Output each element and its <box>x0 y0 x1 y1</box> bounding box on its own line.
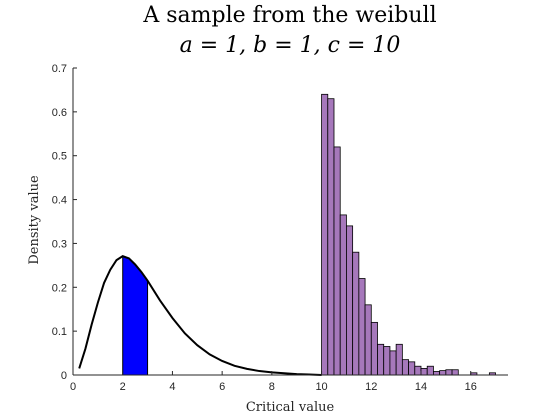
histogram-bar-20 <box>445 369 453 376</box>
histogram-bar-16 <box>420 368 428 376</box>
y-tick-label: 0.6 <box>52 107 67 119</box>
x-tick-label: 2 <box>120 381 126 393</box>
histogram-bar-12 <box>395 343 403 376</box>
histogram-bar-1 <box>327 98 335 376</box>
histogram-bar-8 <box>370 321 378 376</box>
x-axis-label: Critical value <box>246 400 335 415</box>
histogram-bar-13 <box>401 359 409 376</box>
x-tick-label: 6 <box>219 381 225 393</box>
chart-subtitle-text: a = 1, b = 1, c = 10 <box>180 33 401 58</box>
chart-title: A sample from the weibull a = 1, b = 1, … <box>142 3 436 58</box>
histogram-bar-14 <box>408 361 416 376</box>
histogram-bar-21 <box>451 369 459 376</box>
histogram-bar-11 <box>389 350 397 376</box>
x-tick-label: 10 <box>315 381 327 393</box>
histogram-bar-4 <box>346 225 354 376</box>
x-tick-label: 14 <box>415 381 427 393</box>
y-tick-label: 0.7 <box>52 63 67 75</box>
histogram-bar-7 <box>364 304 372 376</box>
histogram-bar-17 <box>426 365 434 376</box>
chart-title-text: A sample from the weibull <box>142 3 436 28</box>
density-curve <box>78 255 322 376</box>
y-tick-label: 0.3 <box>52 238 67 250</box>
y-ticks: 0 0.1 0.2 0.3 0.4 0.5 0.6 0.7 <box>52 63 77 382</box>
y-tick-label: 0.1 <box>52 326 67 338</box>
histogram-bar-18 <box>433 371 441 376</box>
histogram-bar-6 <box>358 278 366 376</box>
x-tick-label: 16 <box>465 381 477 393</box>
histogram-bar-0 <box>321 93 329 376</box>
histogram-bar-9 <box>377 343 385 376</box>
axes <box>72 68 508 376</box>
x-tick-label: 0 <box>70 381 76 393</box>
histogram-bar-19 <box>439 370 447 376</box>
x-tick-label: 12 <box>365 381 377 393</box>
histogram-bar-15 <box>414 365 422 376</box>
histogram-bar-2 <box>333 146 341 376</box>
y-tick-label: 0.2 <box>52 282 67 294</box>
plot-area <box>78 93 496 376</box>
x-tick-label: 8 <box>269 381 275 393</box>
y-tick-label: 0.5 <box>52 151 67 163</box>
y-axis-label: Density value <box>27 175 42 265</box>
histogram-bar-5 <box>352 251 360 376</box>
histogram-bar-3 <box>339 214 347 376</box>
histogram-bar-10 <box>383 346 391 376</box>
x-ticks: 0 2 4 6 8 10 12 14 16 <box>70 371 477 393</box>
y-tick-label: 0 <box>61 370 67 382</box>
x-tick-label: 4 <box>169 381 175 393</box>
y-tick-label: 0.4 <box>52 195 67 207</box>
